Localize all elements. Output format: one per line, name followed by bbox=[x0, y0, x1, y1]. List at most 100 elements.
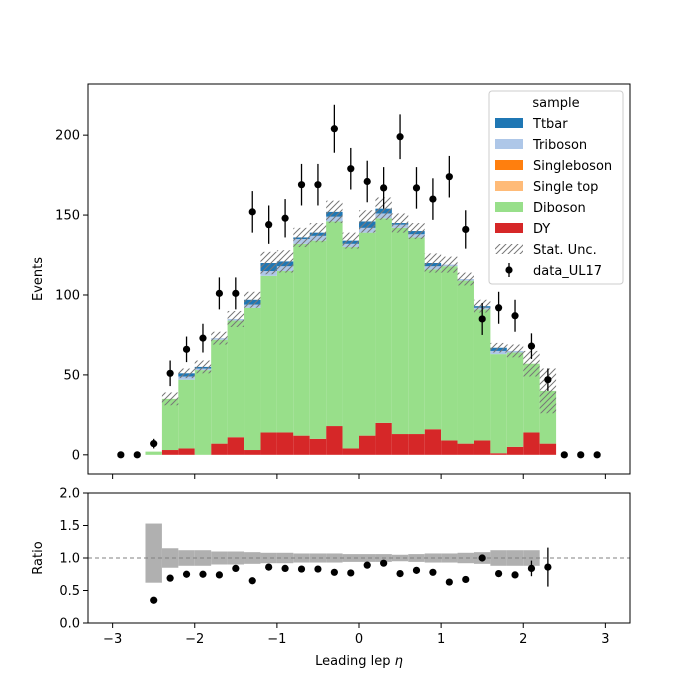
bar-diboson bbox=[441, 266, 458, 441]
bar-diboson bbox=[276, 271, 294, 433]
legend-swatch-triboson bbox=[495, 139, 523, 149]
ratio-y-tick-label: 1.5 bbox=[59, 519, 80, 534]
main-y-axis-label: Events bbox=[31, 257, 46, 301]
ratio-unc-band bbox=[490, 550, 507, 566]
ratio-x-tick-label: −1 bbox=[267, 632, 286, 647]
ratio-x-tick-label: 1 bbox=[437, 632, 445, 647]
bar-diboson bbox=[293, 243, 310, 436]
bar-dy bbox=[227, 437, 245, 455]
ratio-point bbox=[182, 570, 191, 578]
data-point bbox=[265, 221, 273, 229]
ratio-point bbox=[527, 564, 536, 573]
main-y-tick-label: 0 bbox=[72, 448, 80, 463]
main-y-ticks: 0 50 100 150 200 bbox=[55, 129, 88, 463]
bar-diboson bbox=[161, 398, 179, 451]
stat-unc-band bbox=[457, 272, 474, 286]
bar-diboson bbox=[178, 379, 195, 449]
ratio-point bbox=[166, 574, 174, 582]
ratio-unc-band bbox=[260, 552, 277, 564]
data-point bbox=[544, 376, 552, 384]
ratio-point bbox=[511, 571, 519, 579]
bar-dy bbox=[539, 443, 557, 455]
ratio-point bbox=[248, 577, 256, 585]
ratio-x-tick-label: 3 bbox=[601, 632, 609, 647]
data-point bbox=[445, 173, 453, 181]
bar-diboson bbox=[359, 232, 376, 436]
data-point bbox=[363, 177, 371, 186]
stat-unc-band bbox=[194, 360, 212, 374]
main-y-tick-label: 150 bbox=[55, 209, 80, 224]
bar-diboson bbox=[145, 451, 162, 455]
data-point bbox=[297, 181, 306, 189]
legend-label-diboson: Diboson bbox=[533, 201, 586, 216]
data-point bbox=[495, 304, 503, 312]
ratio-point bbox=[544, 563, 552, 571]
ratio-unc-band bbox=[391, 554, 409, 562]
ratio-point bbox=[199, 570, 207, 578]
data-point bbox=[396, 133, 404, 141]
ratio-point bbox=[478, 554, 486, 562]
ratio-marks bbox=[88, 523, 630, 604]
ratio-x-tick-label: 0 bbox=[355, 632, 363, 647]
bar-diboson bbox=[211, 339, 228, 444]
data-point bbox=[182, 345, 191, 353]
ratio-point bbox=[297, 565, 306, 573]
data-point bbox=[248, 208, 256, 216]
legend-title: sample bbox=[532, 96, 579, 111]
data-point bbox=[577, 451, 585, 459]
bar-dy bbox=[161, 450, 179, 455]
stat-unc-band bbox=[490, 342, 507, 353]
bar-diboson bbox=[309, 240, 327, 439]
legend-label-singleboson: Singleboson bbox=[533, 159, 612, 174]
bar-diboson bbox=[506, 352, 524, 447]
ratio-y-tick-label: 0.5 bbox=[59, 584, 80, 599]
ratio-y-ticks: 0.0 0.5 1.0 1.5 2.0 bbox=[59, 487, 88, 632]
stat-unc-band bbox=[178, 368, 195, 379]
bar-dy bbox=[391, 434, 409, 455]
bar-diboson bbox=[342, 247, 359, 449]
legend-swatch-stat-unc- bbox=[495, 244, 523, 254]
bar-dy bbox=[211, 443, 228, 455]
legend-label-data-ul17: data_UL17 bbox=[533, 264, 602, 279]
bar-dy bbox=[342, 448, 359, 455]
ratio-point bbox=[347, 569, 355, 577]
stat-unc-band bbox=[342, 232, 359, 249]
bar-diboson bbox=[260, 275, 277, 433]
bar-diboson bbox=[490, 354, 507, 454]
ratio-point bbox=[215, 571, 223, 579]
data-point bbox=[166, 369, 174, 377]
bar-dy bbox=[375, 422, 392, 455]
bar-dy bbox=[490, 453, 507, 455]
stat-unc-band bbox=[260, 251, 277, 275]
ratio-point bbox=[363, 561, 371, 569]
legend-swatch-dy bbox=[495, 223, 523, 233]
main-plot: 0 50 100 150 200 Events bbox=[31, 83, 631, 479]
main-y-tick-label: 200 bbox=[55, 129, 80, 144]
stat-unc-band bbox=[276, 250, 294, 273]
legend: sample Ttbar Triboson Singleboson Single to… bbox=[488, 90, 624, 285]
data-point bbox=[330, 125, 338, 133]
ratio-point bbox=[314, 565, 322, 573]
bar-diboson bbox=[391, 227, 409, 435]
stat-unc-band bbox=[211, 331, 228, 345]
legend-label-single-top: Single top bbox=[533, 180, 598, 195]
data-point bbox=[117, 451, 125, 459]
legend-label-ttbar: Ttbar bbox=[532, 117, 568, 132]
data-point bbox=[215, 289, 223, 297]
ratio-plot: −3 −2 −1 0 1 2 3 0.0 0.5 1.0 1.5 2.0 Ratio Leading… bbox=[31, 487, 631, 669]
legend-swatch-singleboson bbox=[495, 160, 523, 170]
data-point bbox=[150, 440, 158, 448]
bar-dy bbox=[424, 429, 442, 455]
bar-dy bbox=[506, 446, 524, 455]
stat-unc-band bbox=[359, 210, 376, 233]
ratio-unc-band bbox=[145, 523, 162, 583]
bar-dy bbox=[473, 440, 491, 455]
ratio-y-tick-label: 0.0 bbox=[59, 617, 80, 632]
ratio-point bbox=[462, 575, 470, 584]
data-point bbox=[232, 289, 240, 297]
stat-unc-band bbox=[293, 227, 310, 248]
ratio-unc-band bbox=[457, 552, 474, 564]
ratio-point bbox=[396, 570, 404, 578]
bar-diboson bbox=[326, 221, 343, 427]
stat-unc-band bbox=[244, 291, 261, 308]
